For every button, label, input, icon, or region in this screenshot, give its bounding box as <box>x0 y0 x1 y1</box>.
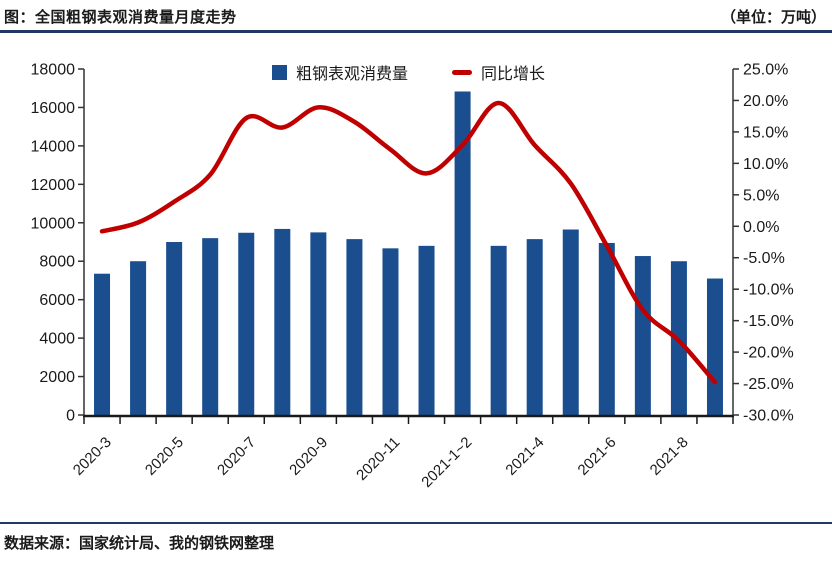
data-source: 数据来源：国家统计局、我的钢铁网整理 <box>4 535 275 552</box>
bar-2020-5 <box>166 242 183 415</box>
left-axis-tick-label: 6000 <box>39 292 75 309</box>
bar-2021-1~2 <box>454 91 471 416</box>
left-axis-tick-label: 10000 <box>31 215 76 232</box>
bar-2021-3 <box>490 245 507 415</box>
x-axis-tick-label: 2021-6 <box>575 434 620 479</box>
right-axis-tick-label: 25.0% <box>743 62 788 79</box>
bar-2020-9 <box>310 232 327 415</box>
right-axis-tick-label: -25.0% <box>743 376 794 393</box>
chart-area: 18000 16000 14000 12000 10000 8000 6000 4000 200… <box>0 33 832 522</box>
bar-2021-5 <box>562 229 579 415</box>
bar-2020-7 <box>238 232 255 415</box>
bar-2020-8 <box>274 228 291 415</box>
right-axis-tick-label: 10.0% <box>743 156 788 173</box>
x-axis-tick-label: 2021-1~2 <box>418 434 475 491</box>
yoy-growth-line <box>99 100 718 385</box>
x-axis-tick-label: 2020-11 <box>353 434 403 484</box>
left-axis-tick-label: 4000 <box>39 331 75 348</box>
x-axis-tick-label: 2020-7 <box>214 434 259 479</box>
right-axis-tick-label: 15.0% <box>743 124 788 141</box>
bar-2020-3 <box>94 273 111 415</box>
chart-title: 图：全国粗钢表观消费量月度走势 <box>4 9 237 26</box>
bar-2020-4 <box>130 261 147 415</box>
right-axis-tick-label: -20.0% <box>743 345 794 362</box>
left-axis-tick-label: 16000 <box>31 100 76 117</box>
x-axis-tick-label: 2021-4 <box>502 434 547 479</box>
chart-canvas: 18000 16000 14000 12000 10000 8000 6000 4000 200… <box>31 62 794 491</box>
chart-footer: 数据来源：国家统计局、我的钢铁网整理 <box>0 522 832 553</box>
right-axis-tick-label: -15.0% <box>743 313 794 330</box>
x-axis-tick-label: 2020-5 <box>142 434 187 479</box>
bar-2020-11 <box>382 248 399 415</box>
left-axis-tick-label: 18000 <box>31 62 76 79</box>
bar-2020-6 <box>202 238 219 415</box>
bar-2021-7 <box>634 256 651 415</box>
bar-2020-10 <box>346 239 363 415</box>
right-axis-tick-label: 20.0% <box>743 93 788 110</box>
left-axis-tick-label: 2000 <box>39 369 75 386</box>
bar-2021-4 <box>526 239 543 415</box>
bar-2021-9 <box>706 278 723 415</box>
right-axis-tick-label: -30.0% <box>743 408 794 425</box>
left-axis-tick-label: 12000 <box>31 177 76 194</box>
right-axis-tick-label: 5.0% <box>743 187 779 204</box>
x-axis-tick-label: 2020-9 <box>286 434 331 479</box>
bar-2021-6 <box>598 242 615 415</box>
right-axis-tick-label: 0.0% <box>743 219 779 236</box>
x-axis-tick-label: 2020-3 <box>70 434 115 479</box>
x-axis-tick-label: 2021-8 <box>647 434 692 479</box>
bar-2020-12 <box>418 245 435 415</box>
right-axis-tick-label: -5.0% <box>743 250 785 267</box>
left-axis-tick-label: 14000 <box>31 138 76 155</box>
chart-header: 图：全国粗钢表观消费量月度走势 （单位：万吨） <box>0 0 832 33</box>
left-axis-tick-label: 8000 <box>39 254 75 271</box>
left-axis-tick-label: 0 <box>66 408 75 425</box>
right-axis-tick-label: -10.0% <box>743 282 794 299</box>
unit-label: （单位：万吨） <box>720 9 826 26</box>
